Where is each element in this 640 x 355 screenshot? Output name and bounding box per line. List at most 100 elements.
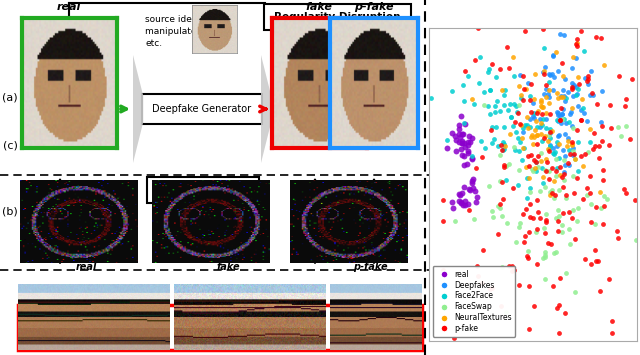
Point	[538, 165, 548, 171]
Point	[583, 76, 593, 82]
Point	[532, 197, 542, 203]
Point	[514, 224, 524, 230]
Point	[565, 151, 575, 156]
Point	[529, 134, 540, 140]
Point	[506, 3, 516, 9]
Point	[561, 270, 571, 275]
Point	[567, 139, 577, 144]
Polygon shape	[133, 55, 143, 163]
Point	[539, 71, 549, 77]
Point	[497, 213, 507, 219]
Point	[438, 197, 448, 203]
Point	[498, 147, 508, 152]
Point	[551, 21, 561, 26]
Point	[490, 103, 500, 109]
Point	[537, 122, 547, 128]
Point	[508, 54, 518, 60]
Point	[529, 303, 540, 309]
Point	[552, 118, 563, 123]
Point	[584, 190, 595, 196]
Point	[456, 199, 467, 204]
Point	[529, 158, 540, 163]
Point	[612, 125, 623, 130]
Point	[559, 76, 570, 82]
Point	[558, 178, 568, 183]
Point	[500, 309, 511, 315]
Point	[553, 95, 563, 101]
Point	[525, 189, 536, 195]
Text: real: real	[76, 262, 97, 272]
Point	[541, 126, 551, 131]
Point	[631, 237, 640, 243]
Point	[561, 153, 571, 159]
Point	[487, 124, 497, 130]
Point	[554, 113, 564, 119]
Point	[542, 159, 552, 164]
Point	[467, 180, 477, 185]
Point	[516, 158, 527, 163]
Point	[516, 95, 526, 101]
Point	[535, 116, 545, 121]
Point	[519, 145, 529, 151]
Point	[543, 147, 554, 152]
Point	[551, 168, 561, 174]
Point	[549, 152, 559, 157]
Point	[525, 116, 535, 122]
Point	[559, 116, 569, 122]
Point	[460, 202, 470, 208]
Point	[607, 318, 617, 324]
Point	[485, 111, 495, 116]
Point	[541, 211, 551, 217]
Point	[470, 57, 480, 62]
Text: Deepfake Generator: Deepfake Generator	[152, 104, 252, 114]
Point	[506, 131, 516, 137]
Point	[579, 110, 589, 115]
Point	[477, 154, 488, 160]
Point	[518, 125, 529, 131]
Point	[545, 189, 555, 195]
Point	[554, 117, 564, 122]
Text: source identity,
manipulate label,
etc.: source identity, manipulate label, etc.	[145, 15, 224, 48]
Point	[621, 190, 631, 196]
Text: real: real	[57, 2, 81, 12]
Point	[596, 206, 606, 211]
Point	[552, 133, 563, 139]
Point	[572, 127, 582, 133]
Point	[557, 222, 567, 228]
Point	[572, 40, 582, 46]
Point	[528, 113, 538, 119]
Point	[523, 153, 533, 159]
Point	[589, 247, 600, 253]
Point	[544, 148, 554, 154]
Point	[459, 184, 469, 190]
Point	[527, 166, 537, 171]
Point	[544, 169, 554, 174]
Point	[524, 255, 534, 261]
Text: Noise Analysis: Noise Analysis	[168, 185, 238, 195]
Point	[516, 135, 527, 141]
Point	[597, 88, 607, 93]
Point	[561, 120, 571, 126]
Point	[531, 159, 541, 164]
Point	[550, 157, 561, 162]
Point	[520, 86, 531, 92]
Point	[499, 146, 509, 152]
Point	[528, 169, 538, 174]
Point	[577, 97, 588, 102]
Point	[514, 102, 524, 108]
Point	[549, 178, 559, 184]
Point	[559, 98, 570, 104]
Point	[525, 125, 535, 130]
Point	[511, 129, 522, 135]
Point	[588, 146, 598, 152]
Point	[635, 241, 640, 247]
Point	[529, 110, 540, 116]
Point	[557, 211, 568, 216]
Point	[568, 173, 579, 179]
Point	[573, 206, 583, 211]
Point	[467, 135, 477, 141]
Point	[568, 152, 579, 157]
Point	[557, 60, 568, 66]
Point	[568, 149, 578, 154]
Point	[522, 114, 532, 120]
